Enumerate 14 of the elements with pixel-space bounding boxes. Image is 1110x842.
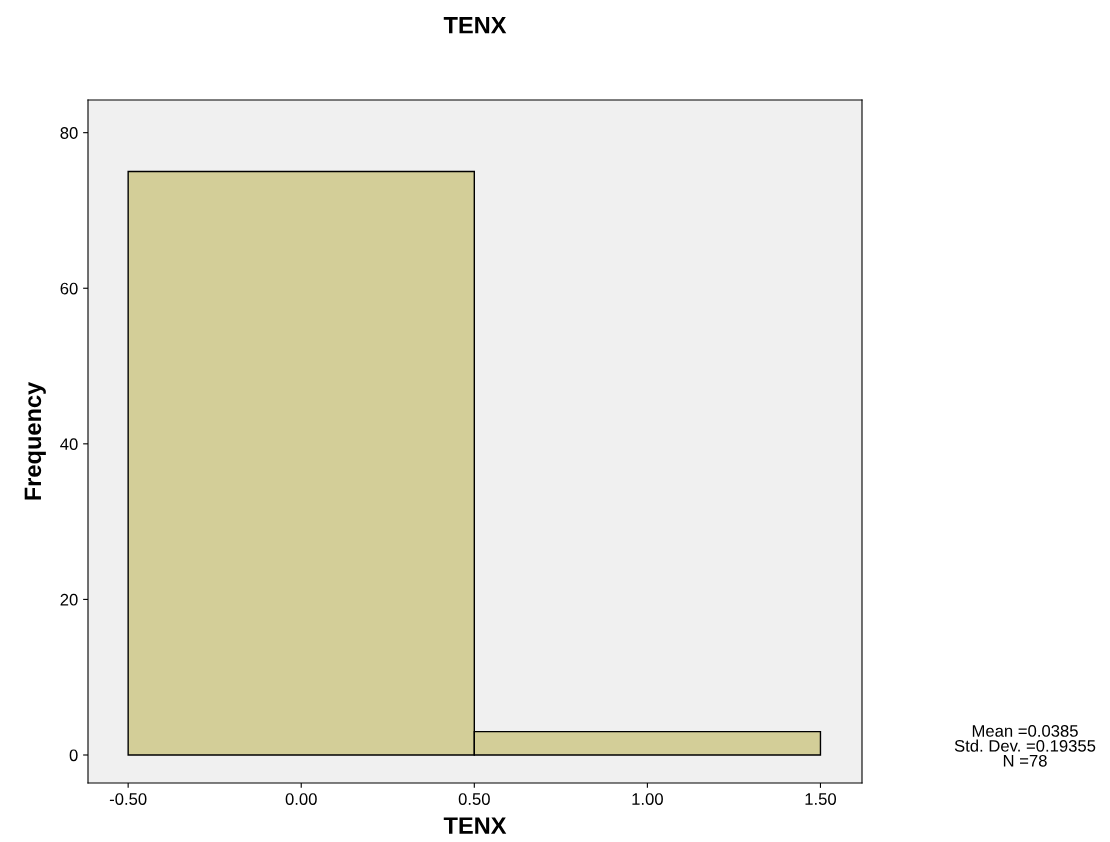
x-tick-label: 1.50 <box>805 793 837 805</box>
y-tick-label: 0 <box>69 749 78 762</box>
x-tick-label: 0.00 <box>285 793 317 805</box>
text: Mean =0.0385 Std. Dev. =0.19355 N =78 <box>954 725 1096 767</box>
x-tick-label: 0.50 <box>458 793 490 805</box>
y-tick-label: 40 <box>60 438 78 451</box>
y-tick-label: 80 <box>60 127 78 139</box>
y-axis-title: Frequency <box>24 381 46 500</box>
x-axis-title: TENX <box>443 817 507 834</box>
y-tick-label: 60 <box>60 282 78 295</box>
y-tick-label: 20 <box>60 593 78 606</box>
x-tick-label: -0.50 <box>109 793 147 805</box>
chart-title: TENX <box>443 17 507 34</box>
x-tick-label: 1.00 <box>632 793 663 805</box>
